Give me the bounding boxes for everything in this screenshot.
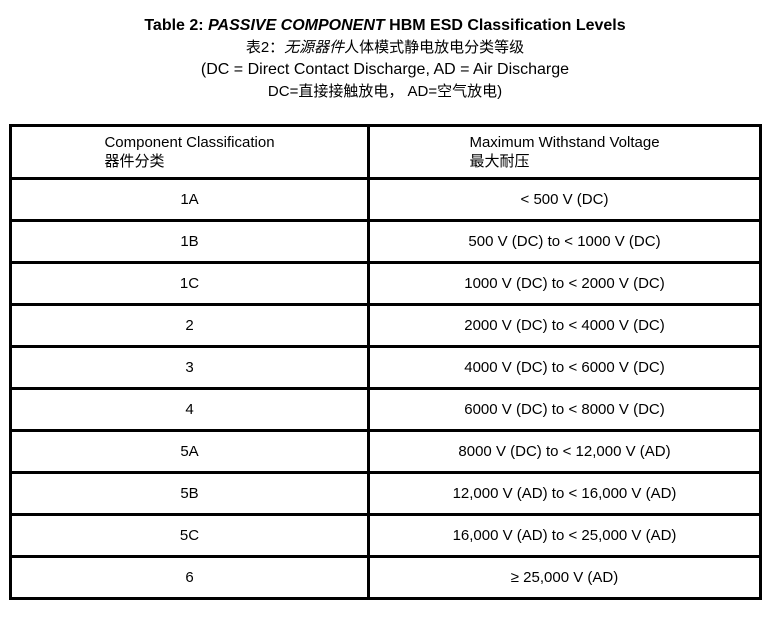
classification-cell: 3 bbox=[9, 345, 370, 390]
classification-cell: 1C bbox=[9, 261, 370, 306]
title-suffix: HBM ESD Classification Levels bbox=[384, 17, 626, 34]
table-row: 1A < 500 V (DC) bbox=[9, 177, 762, 222]
table-row: 4 6000 V (DC) to < 8000 V (DC) bbox=[9, 387, 762, 432]
header-row: Component Classification 器件分类 Maximum Wi… bbox=[9, 124, 762, 180]
classification-cell: 2 bbox=[9, 303, 370, 348]
legend-english: (DC = Direct Contact Discharge, AD = Air… bbox=[200, 61, 570, 78]
table-row: 5A 8000 V (DC) to < 12,000 V (AD) bbox=[9, 429, 762, 474]
classification-cell: 4 bbox=[9, 387, 370, 432]
table-row: 3 4000 V (DC) to < 6000 V (DC) bbox=[9, 345, 762, 390]
title-prefix: Table 2: bbox=[144, 17, 209, 34]
voltage-cell: 1000 V (DC) to < 2000 V (DC) bbox=[367, 261, 762, 306]
voltage-cell: < 500 V (DC) bbox=[367, 177, 762, 222]
subtitle-italic-segment: 无源器件 bbox=[284, 39, 345, 56]
esd-classification-table: Component Classification 器件分类 Maximum Wi… bbox=[9, 124, 762, 600]
header-voltage-en: Maximum Withstand Voltage bbox=[469, 134, 660, 151]
voltage-cell: 8000 V (DC) to < 12,000 V (AD) bbox=[367, 429, 762, 474]
voltage-cell: 4000 V (DC) to < 6000 V (DC) bbox=[367, 345, 762, 390]
voltage-cell: 6000 V (DC) to < 8000 V (DC) bbox=[367, 387, 762, 432]
voltage-cell: 500 V (DC) to < 1000 V (DC) bbox=[367, 219, 762, 264]
classification-cell: 1A bbox=[9, 177, 370, 222]
classification-cell: 5A bbox=[9, 429, 370, 474]
header-voltage-cn: 最大耐压 bbox=[469, 153, 530, 170]
table-title-chinese: 表2：无源器件人体模式静电放电分类等级 bbox=[0, 37, 770, 59]
classification-cell: 5C bbox=[9, 513, 370, 558]
table-row: 2 2000 V (DC) to < 4000 V (DC) bbox=[9, 303, 762, 348]
table-row: 1B 500 V (DC) to < 1000 V (DC) bbox=[9, 219, 762, 264]
subtitle-prefix: 表2： bbox=[245, 39, 285, 56]
header-classification-en: Component Classification bbox=[104, 134, 275, 151]
table-row: 6 ≥ 25,000 V (AD) bbox=[9, 555, 762, 600]
header-cell-voltage: Maximum Withstand Voltage 最大耐压 bbox=[367, 124, 762, 180]
header-text-classification: Component Classification 器件分类 bbox=[104, 133, 274, 171]
header-cell-classification: Component Classification 器件分类 bbox=[9, 124, 370, 180]
table-title-english: Table 2: PASSIVE COMPONENT HBM ESD Class… bbox=[0, 15, 770, 37]
voltage-cell: 16,000 V (AD) to < 25,000 V (AD) bbox=[367, 513, 762, 558]
title-italic-segment: PASSIVE COMPONENT bbox=[208, 17, 385, 34]
voltage-cell: ≥ 25,000 V (AD) bbox=[367, 555, 762, 600]
table-row: 5B 12,000 V (AD) to < 16,000 V (AD) bbox=[9, 471, 762, 516]
classification-cell: 6 bbox=[9, 555, 370, 600]
table-title-block: Table 2: PASSIVE COMPONENT HBM ESD Class… bbox=[0, 0, 770, 103]
subtitle-suffix: 人体模式静电放电分类等级 bbox=[344, 39, 525, 56]
header-classification-cn: 器件分类 bbox=[104, 153, 165, 170]
table-row: 5C 16,000 V (AD) to < 25,000 V (AD) bbox=[9, 513, 762, 558]
classification-cell: 5B bbox=[9, 471, 370, 516]
classification-cell: 1B bbox=[9, 219, 370, 264]
voltage-cell: 2000 V (DC) to < 4000 V (DC) bbox=[367, 303, 762, 348]
header-text-voltage: Maximum Withstand Voltage 最大耐压 bbox=[469, 133, 659, 171]
table-row: 1C 1000 V (DC) to < 2000 V (DC) bbox=[9, 261, 762, 306]
legend-chinese: DC=直接接触放电， AD=空气放电) bbox=[267, 83, 503, 100]
voltage-cell: 12,000 V (AD) to < 16,000 V (AD) bbox=[367, 471, 762, 516]
